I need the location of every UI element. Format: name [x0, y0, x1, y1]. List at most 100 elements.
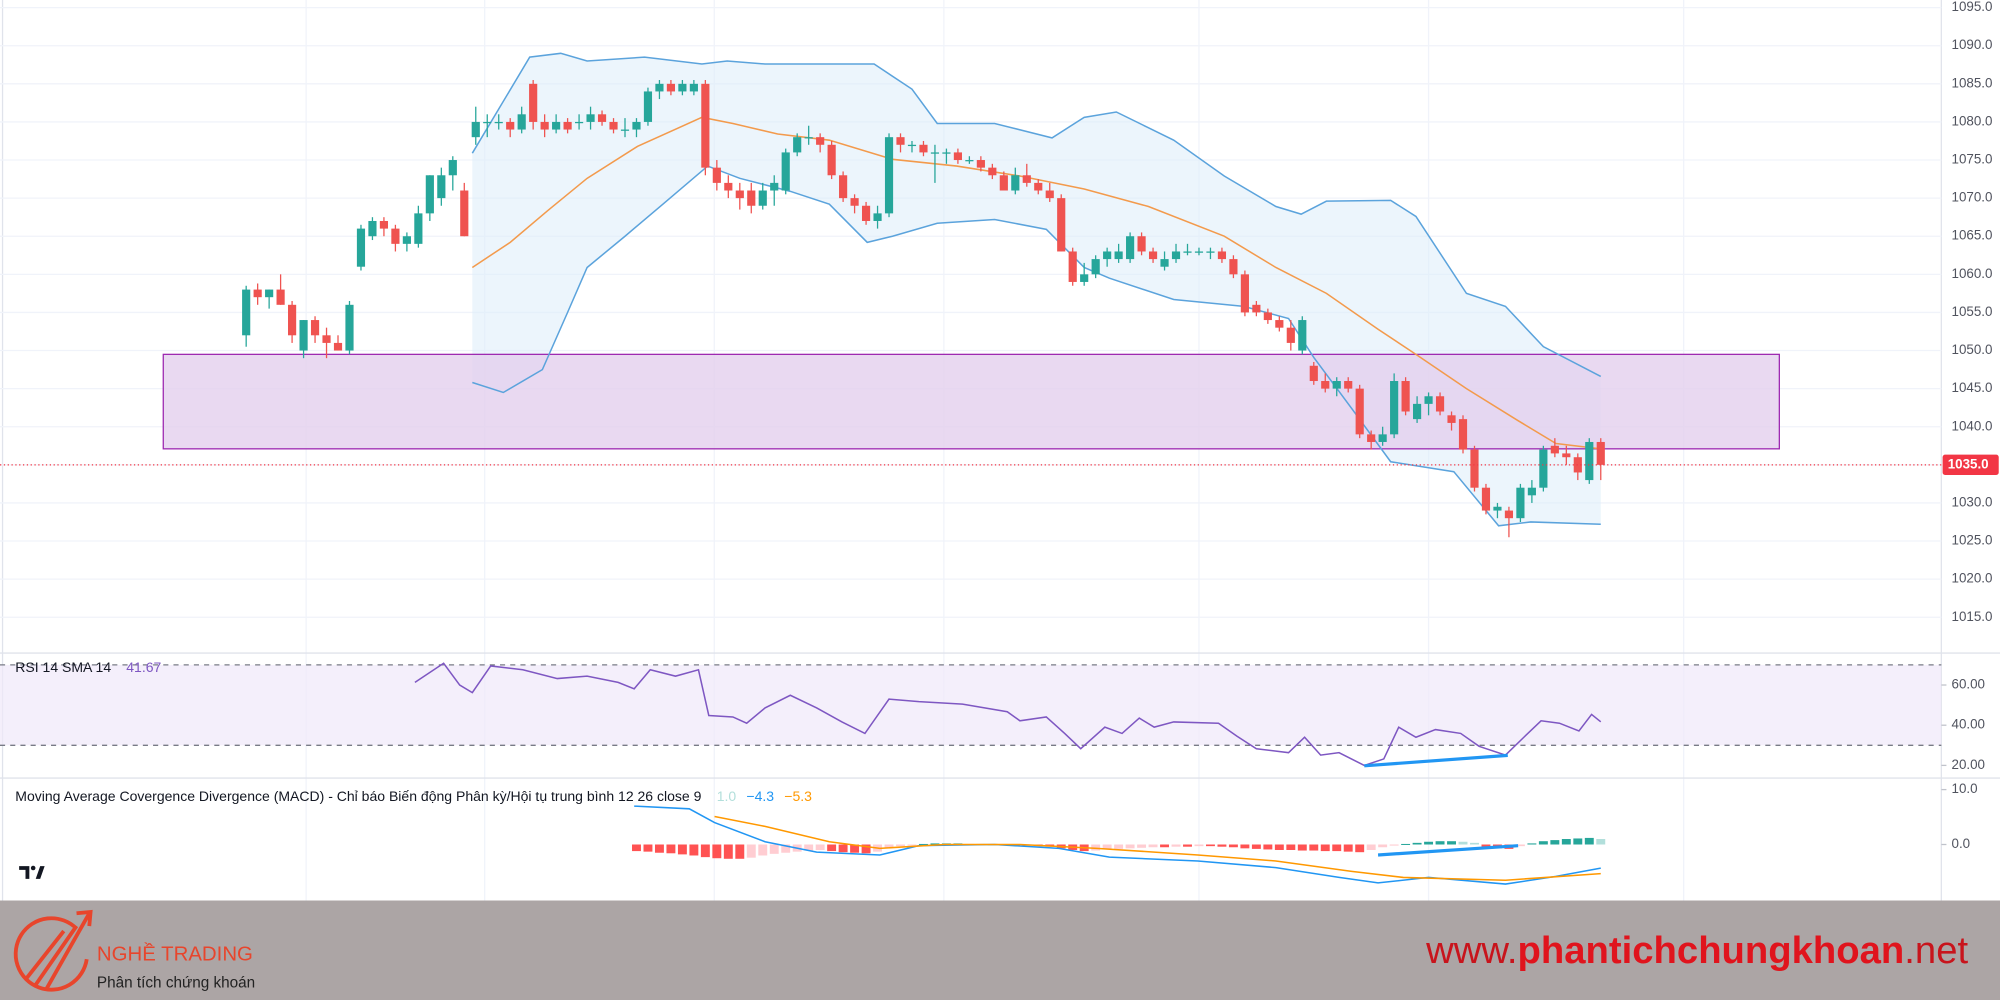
candle-body	[839, 175, 848, 199]
candle-body	[1527, 487, 1536, 496]
histogram-bar	[1527, 843, 1537, 845]
candle-body	[1424, 396, 1433, 404]
candle-body	[1458, 419, 1468, 450]
histogram-bar	[1160, 844, 1170, 848]
moving-average	[471, 116, 1601, 450]
last-price-tag	[1942, 454, 1999, 476]
histogram-bar	[677, 844, 687, 855]
histogram-bar	[1137, 844, 1147, 848]
histogram-bar	[919, 843, 928, 845]
histogram-bar	[712, 844, 722, 859]
candle-body	[1550, 445, 1559, 454]
candle-body	[1137, 236, 1146, 252]
candle-body	[620, 129, 630, 131]
candle-body	[999, 175, 1008, 191]
candle-body	[666, 83, 675, 92]
candle-body	[747, 190, 756, 206]
website-suffix: .net	[1904, 929, 1968, 972]
y-tick-label: 20.00	[1952, 757, 1985, 772]
histogram-bar	[746, 844, 756, 858]
candle-body	[1068, 251, 1077, 282]
candle-body	[1126, 236, 1135, 260]
histogram-bar	[758, 844, 768, 856]
y-tick-label: 1075.0	[1952, 152, 1993, 167]
histogram-bar	[815, 844, 825, 850]
histogram-bar	[1435, 841, 1445, 845]
candle-body	[930, 152, 940, 154]
histogram-bar	[735, 844, 745, 859]
tradingview-logo[interactable]	[15, 857, 49, 888]
histogram-bar	[1171, 844, 1181, 847]
logo-arrowhead	[76, 909, 93, 927]
candle-body	[506, 121, 515, 130]
candle-body	[1401, 381, 1410, 412]
histogram-bar	[1424, 841, 1434, 845]
histogram-bar	[1114, 844, 1124, 849]
brand-name: NGHỀ TRADING	[97, 943, 253, 966]
brand-logo	[13, 909, 93, 992]
histogram-bar	[1263, 844, 1273, 850]
y-tick-label: 40.00	[1952, 717, 1985, 732]
candle-body	[896, 137, 905, 145]
candle-body	[1309, 365, 1318, 382]
histogram-bar	[1148, 844, 1158, 848]
histogram-bar	[654, 844, 664, 853]
histogram-bar	[1217, 844, 1227, 847]
candle-body	[1344, 381, 1353, 389]
candle-body	[1183, 251, 1192, 253]
histogram-bar	[1205, 844, 1215, 847]
candle-body	[437, 175, 446, 199]
candle-body	[1057, 198, 1066, 252]
candle-body	[1103, 251, 1112, 260]
candle-body	[942, 152, 951, 154]
candle-body	[1493, 506, 1502, 511]
candle-body	[1504, 510, 1514, 519]
candle-body	[1390, 381, 1399, 435]
candle-body	[1171, 251, 1181, 260]
candle-body	[242, 289, 251, 336]
y-tick-label: 1040.0	[1952, 418, 1993, 433]
candle-body	[1447, 415, 1456, 423]
candle-body	[689, 83, 698, 92]
histogram-bar	[1309, 844, 1319, 851]
histogram-bar	[838, 844, 848, 853]
histogram-bar	[632, 844, 641, 852]
candle-body	[333, 342, 343, 351]
candle-body	[1022, 175, 1031, 183]
y-tick-label: 1060.0	[1952, 266, 1993, 281]
candle-body	[379, 220, 389, 229]
y-tick-label: 1055.0	[1952, 304, 1993, 319]
candle-body	[919, 144, 928, 153]
candle-body	[529, 83, 538, 122]
band-fill	[472, 53, 1601, 526]
logo-arrows	[24, 912, 91, 991]
histogram-bar	[769, 844, 779, 854]
candle-body	[758, 190, 767, 206]
candle-body	[425, 175, 434, 214]
candle-body	[1481, 487, 1491, 511]
website[interactable]: www.phantichchungkhoan.net	[1425, 929, 1968, 972]
candle-body	[288, 304, 297, 336]
y-tick-label: 10.0	[1952, 781, 1978, 796]
candle-body	[586, 114, 595, 122]
candle-body	[276, 289, 285, 305]
histogram-bar	[861, 844, 871, 854]
histogram-bar	[850, 844, 860, 853]
legend-value: −4.3	[746, 788, 774, 804]
candle-body	[1080, 274, 1089, 282]
histogram-bar	[1389, 844, 1399, 846]
y-tick-label: 1025.0	[1952, 533, 1993, 548]
candle-body	[1573, 457, 1582, 473]
legend-value: −5.3	[784, 788, 812, 804]
bollinger-band	[471, 52, 1602, 378]
website-prefix: www.	[1425, 929, 1517, 972]
signal-line	[714, 815, 1601, 881]
candle-body	[391, 228, 400, 244]
candle-body	[402, 236, 411, 244]
y-tick-label: 1030.0	[1952, 494, 1993, 509]
histogram-bar	[930, 843, 940, 845]
histogram-bar	[1366, 844, 1376, 850]
histogram-bar	[1274, 844, 1284, 850]
